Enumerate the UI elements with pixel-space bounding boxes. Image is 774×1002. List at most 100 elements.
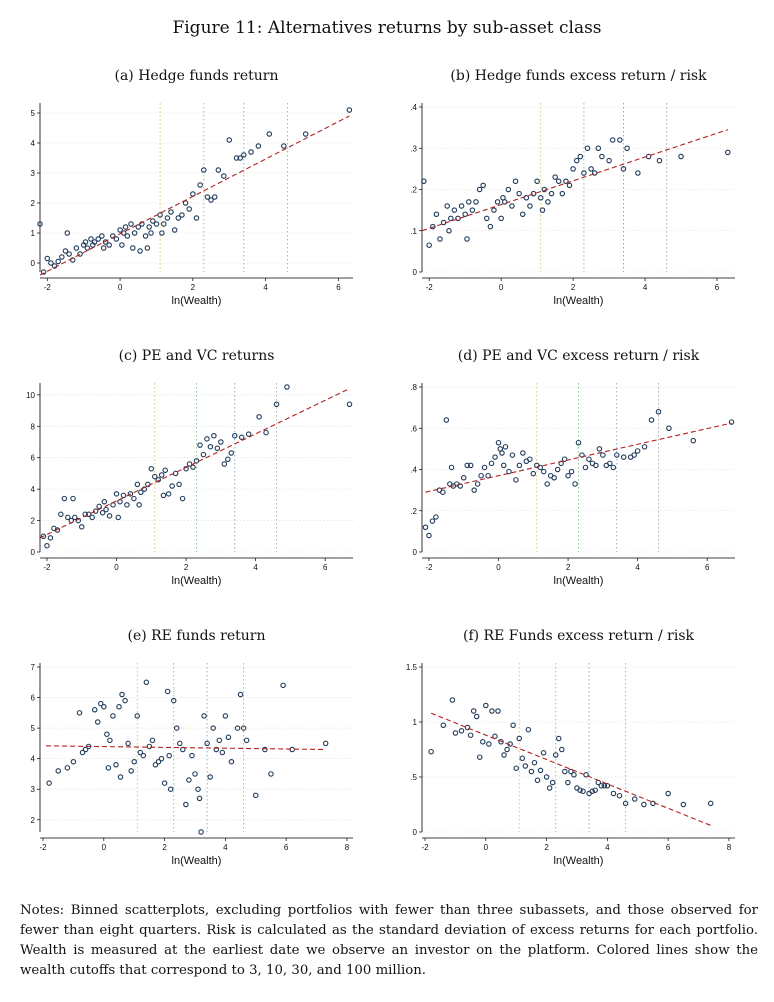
data-point: [665, 790, 671, 797]
data-point: [586, 456, 592, 462]
y-tick-label: 1: [413, 718, 418, 727]
panel-a: (a) Hedge funds return 0 1 2 3 4 5 -2 0 2 4 6 ln(Wea…: [10, 62, 365, 317]
data-point: [555, 735, 562, 742]
data-point: [137, 248, 143, 254]
data-point: [144, 245, 151, 251]
x-tick-label: -2: [39, 843, 47, 852]
data-point: [62, 248, 69, 254]
data-point: [256, 414, 262, 420]
data-point: [593, 462, 599, 469]
data-point: [222, 713, 229, 719]
data-point: [40, 269, 47, 275]
data-point: [443, 417, 450, 423]
panel-title: (a) Hedge funds return: [114, 68, 278, 84]
data-point: [128, 768, 134, 774]
data-point: [513, 765, 519, 771]
data-point: [190, 464, 196, 470]
data-point: [211, 194, 218, 200]
data-point: [617, 137, 623, 143]
data-point: [248, 149, 254, 155]
data-point: [604, 783, 611, 789]
data-point: [537, 767, 544, 774]
data-point: [581, 170, 587, 176]
data-point: [238, 434, 245, 441]
data-point: [534, 777, 541, 784]
data-point: [520, 450, 526, 456]
data-point: [491, 207, 497, 213]
y-tick-label: 4: [31, 139, 36, 148]
data-point: [622, 800, 629, 807]
panel-title: (b) Hedge funds excess return / risk: [450, 68, 707, 84]
data-point: [110, 713, 116, 719]
data-point: [559, 746, 565, 753]
data-point: [458, 203, 465, 209]
data-point: [237, 691, 244, 698]
data-point: [575, 439, 582, 446]
x-axis-label: ln(Wealth): [554, 295, 604, 307]
data-point: [501, 199, 508, 205]
data-point: [554, 466, 561, 473]
data-point: [182, 200, 189, 206]
data-point: [95, 236, 101, 242]
data-point: [656, 157, 663, 164]
panel-title: (e) RE funds return: [127, 628, 265, 644]
data-point: [198, 829, 204, 835]
data-point: [166, 752, 172, 759]
data-point: [592, 787, 598, 793]
data-point: [426, 532, 432, 539]
data-point: [159, 230, 165, 236]
y-tick-label: .4: [410, 103, 417, 112]
data-point: [480, 182, 486, 189]
data-point: [678, 153, 684, 160]
data-point: [143, 679, 150, 686]
data-point: [601, 783, 608, 789]
data-point: [284, 384, 290, 390]
data-point: [474, 481, 481, 487]
y-tick-label: 2: [31, 816, 36, 825]
data-point: [448, 464, 455, 471]
y-tick-label: 5: [31, 109, 36, 118]
x-axis-label: ln(Wealth): [172, 855, 222, 867]
data-point: [131, 495, 137, 502]
data-point: [437, 236, 443, 242]
chart-f: (f) RE Funds excess return / risk 0 .5 1 1.5…: [406, 628, 735, 867]
data-point: [641, 444, 648, 450]
data-point: [240, 725, 247, 731]
data-point: [489, 708, 495, 714]
data-point: [221, 173, 227, 179]
data-point: [40, 533, 47, 540]
data-point: [122, 697, 128, 704]
data-point: [484, 215, 490, 222]
data-point: [280, 682, 286, 689]
data-point: [509, 452, 516, 458]
data-point: [467, 462, 474, 469]
data-point: [76, 710, 83, 716]
data-point: [551, 475, 557, 481]
data-point: [88, 236, 94, 242]
data-point: [580, 788, 586, 795]
data-point: [179, 212, 185, 218]
data-point: [91, 707, 98, 713]
data-point: [208, 197, 214, 203]
data-point: [440, 722, 447, 729]
y-tick-label: .3: [410, 144, 417, 153]
data-point: [480, 739, 486, 745]
data-point: [501, 752, 507, 758]
data-point: [113, 762, 119, 768]
x-tick-label: 6: [323, 563, 328, 572]
data-point: [255, 143, 262, 149]
y-tick-label: 2: [31, 517, 36, 526]
data-point: [195, 786, 201, 792]
data-point: [494, 199, 501, 205]
data-point: [614, 452, 620, 458]
y-tick-label: 0: [413, 828, 418, 837]
data-point: [470, 708, 477, 714]
data-point: [173, 725, 180, 731]
x-tick-label: 4: [223, 843, 228, 852]
data-point: [179, 495, 186, 502]
data-point: [462, 211, 468, 218]
data-point: [139, 221, 145, 227]
data-point: [620, 454, 627, 460]
data-point: [565, 472, 571, 479]
data-point: [527, 456, 533, 462]
